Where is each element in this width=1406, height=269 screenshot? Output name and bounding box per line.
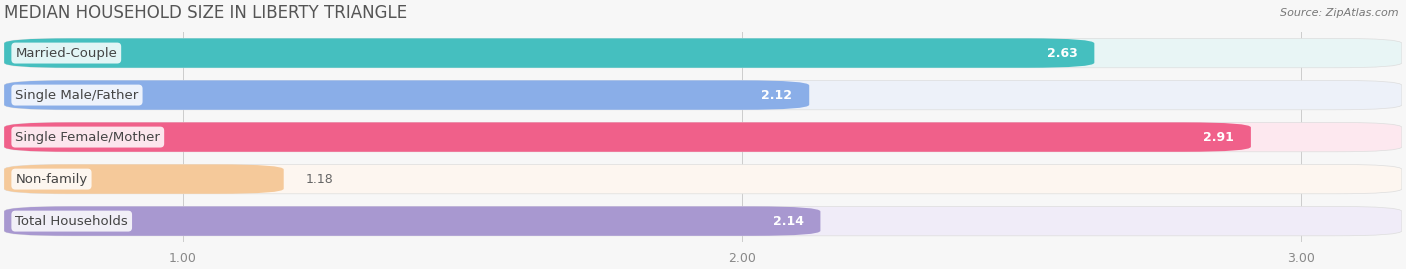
FancyBboxPatch shape	[4, 38, 1094, 68]
Text: 2.14: 2.14	[773, 215, 804, 228]
Text: 2.91: 2.91	[1204, 130, 1234, 144]
Text: 2.12: 2.12	[762, 89, 793, 102]
FancyBboxPatch shape	[4, 206, 1402, 236]
FancyBboxPatch shape	[4, 164, 284, 194]
FancyBboxPatch shape	[4, 80, 1402, 110]
FancyBboxPatch shape	[4, 164, 1402, 194]
Text: 1.18: 1.18	[307, 173, 333, 186]
FancyBboxPatch shape	[4, 206, 821, 236]
FancyBboxPatch shape	[4, 122, 1251, 152]
Text: Single Female/Mother: Single Female/Mother	[15, 130, 160, 144]
Text: Married-Couple: Married-Couple	[15, 47, 117, 59]
FancyBboxPatch shape	[4, 122, 1402, 152]
FancyBboxPatch shape	[4, 38, 1402, 68]
Text: Total Households: Total Households	[15, 215, 128, 228]
FancyBboxPatch shape	[4, 80, 810, 110]
Text: 2.63: 2.63	[1047, 47, 1077, 59]
Text: Non-family: Non-family	[15, 173, 87, 186]
Text: Source: ZipAtlas.com: Source: ZipAtlas.com	[1281, 8, 1399, 18]
Text: Single Male/Father: Single Male/Father	[15, 89, 139, 102]
Text: MEDIAN HOUSEHOLD SIZE IN LIBERTY TRIANGLE: MEDIAN HOUSEHOLD SIZE IN LIBERTY TRIANGL…	[4, 4, 408, 22]
